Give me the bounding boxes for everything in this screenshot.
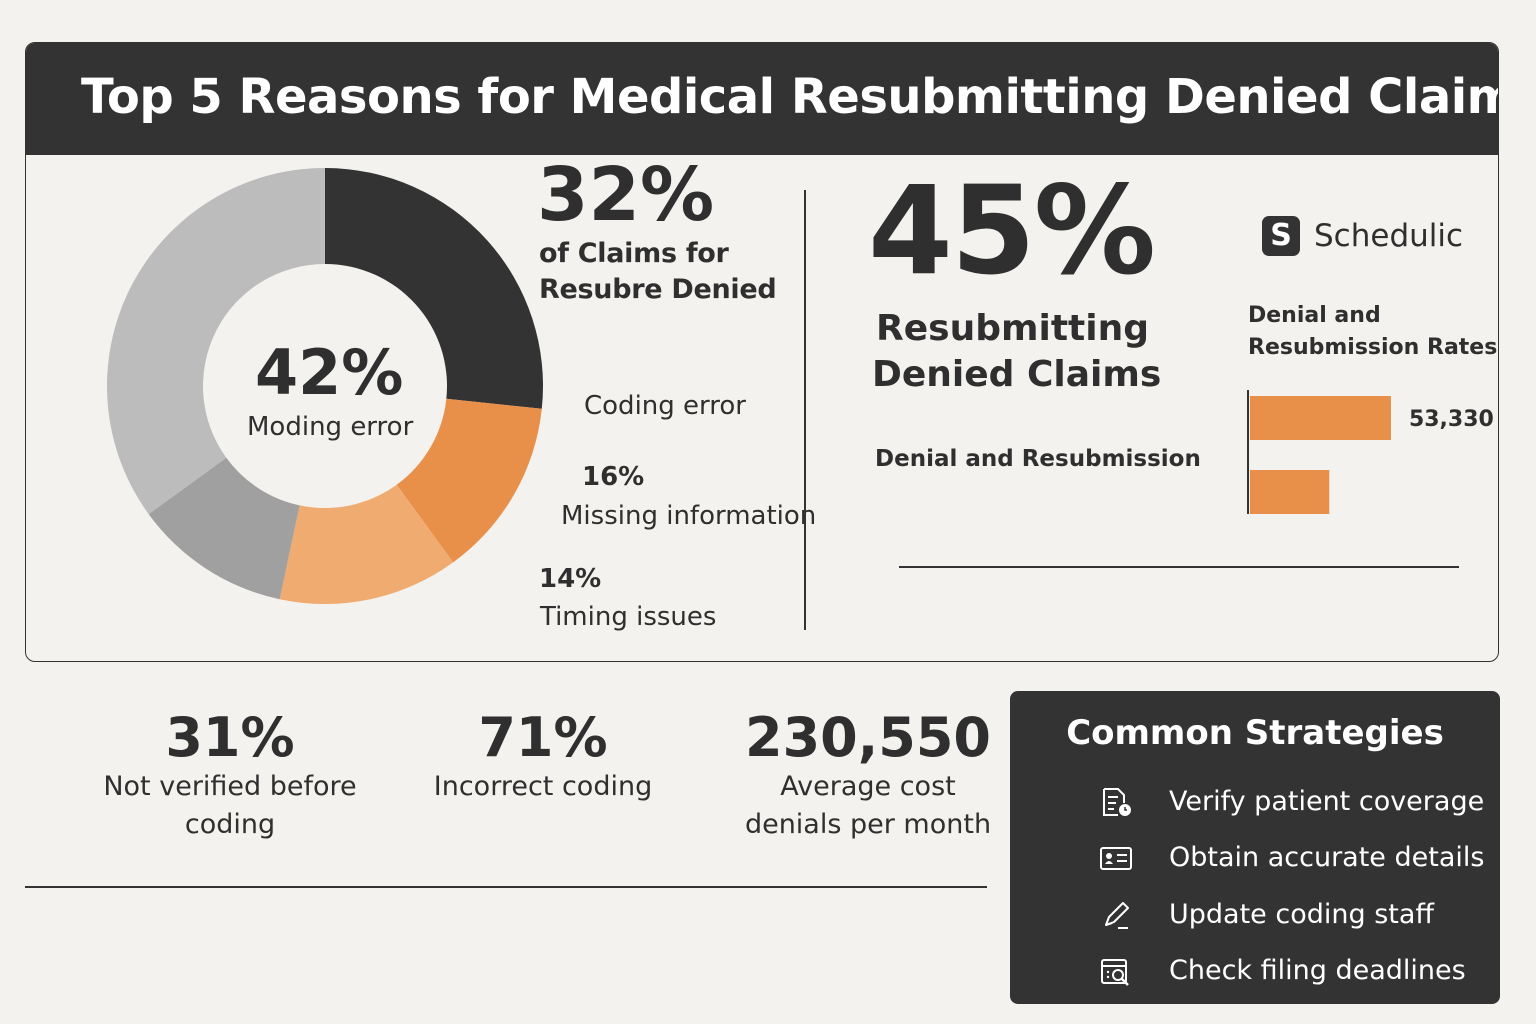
vertical-divider: [804, 190, 806, 630]
brand-name: Schedulic: [1314, 218, 1464, 254]
callout-line-2: Resubre Denied: [539, 274, 777, 305]
stats-divider: [25, 886, 987, 888]
strategy-label: Check filing deadlines: [1169, 955, 1466, 986]
stat-incorrect-coding: 71% Incorrect coding: [413, 708, 673, 806]
strategy-item: Obtain accurate details: [1098, 838, 1488, 878]
stat-value: 230,550: [745, 706, 991, 769]
slice-timing-issues: [148, 457, 300, 600]
callout-description: of Claims for Resubre Denied: [539, 236, 777, 308]
strategy-item: Update coding staff: [1098, 895, 1488, 935]
strategy-label: Update coding staff: [1169, 899, 1435, 930]
strategy-label: Verify patient coverage: [1169, 786, 1485, 817]
stat-label-line-2: coding: [184, 809, 276, 840]
missing-info-label: Missing information: [561, 501, 817, 531]
stat-label-line-1: Incorrect coding: [433, 771, 653, 802]
calendar-search-icon: [1101, 959, 1129, 986]
id-card-icon: [1100, 847, 1132, 870]
donut-center-label: Moding error: [247, 412, 414, 442]
strategy-item: Check filing deadlines: [1098, 951, 1488, 991]
section-divider: [899, 566, 1459, 568]
strategies-title: Common Strategies: [1066, 713, 1444, 753]
rates-title-line-1: Denial and: [1248, 303, 1381, 328]
slice-missing-information: [279, 484, 454, 604]
strategies-panel: Common Strategies Verify patient coverag…: [1010, 691, 1500, 1004]
rates-title: Denial and Resubmission Rates: [1248, 300, 1497, 364]
bar-value-label: 53,330: [1409, 407, 1494, 432]
denial-resubmission-label: Denial and Resubmission: [875, 446, 1201, 472]
slice-other: [107, 168, 325, 515]
stat-label-line-2: denials per month: [744, 809, 992, 840]
stat-value: 31%: [165, 706, 295, 769]
donut-center-value: 42%: [255, 336, 404, 409]
rate-bar: [1250, 396, 1391, 440]
stat-not-verified: 31% Not verified before coding: [90, 708, 370, 844]
headline-line-2: Denied Claims: [872, 354, 1162, 395]
slice-moding-error: [325, 168, 543, 409]
coding-error-label: Coding error: [584, 391, 746, 421]
stat-value: 71%: [478, 706, 608, 769]
denial-reasons-donut-chart: [107, 168, 543, 604]
headline-value: 45%: [868, 160, 1156, 302]
stat-average-cost: 230,550 Average cost denials per month: [738, 708, 998, 844]
headline-description: Resubmitting Denied Claims: [872, 306, 1161, 398]
strategy-label: Obtain accurate details: [1169, 842, 1485, 873]
rates-title-line-2: Resubmission Rates: [1248, 335, 1498, 360]
title-bar: Top 5 Reasons for Medical Resubmitting D…: [26, 43, 1498, 155]
rate-bar: [1250, 470, 1330, 514]
document-clock-icon: [1103, 788, 1131, 816]
strategy-item: Verify patient coverage: [1098, 782, 1488, 822]
brand-logo-icon: S: [1262, 216, 1300, 256]
callout-value: 32%: [537, 152, 715, 238]
callout-line-1: of Claims for: [539, 238, 729, 269]
rates-bar-chart: 53,330: [1247, 390, 1494, 514]
headline-line-1: Resubmitting: [876, 308, 1149, 349]
pencil-icon: [1105, 902, 1129, 929]
stat-label-line-1: Average cost: [780, 771, 956, 802]
stat-label-line-1: Not verified before: [103, 771, 357, 802]
donut-hole: [204, 265, 446, 507]
slice-coding-error: [396, 398, 542, 563]
page-title: Top 5 Reasons for Medical Resubmitting D…: [81, 69, 1499, 125]
timing-label: Timing issues: [540, 602, 717, 632]
timing-pct: 14%: [539, 564, 602, 594]
missing-info-pct: 16%: [582, 462, 645, 492]
